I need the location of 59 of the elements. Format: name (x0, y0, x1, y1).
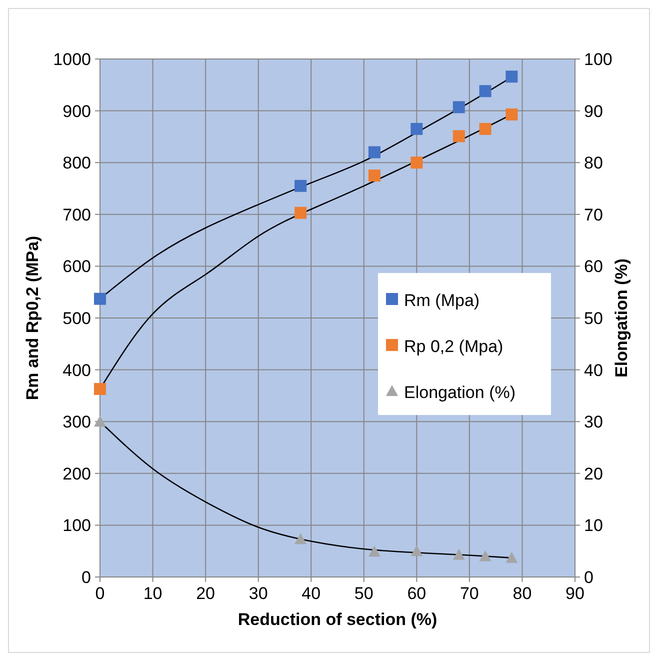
x-tick-label: 0 (95, 584, 105, 603)
y2-tick-label: 40 (584, 360, 603, 380)
y-tick-label: 700 (62, 205, 91, 224)
point (410, 545, 423, 556)
point (479, 550, 492, 562)
point (368, 170, 380, 182)
x-tick-label: 10 (143, 584, 162, 603)
point (94, 382, 106, 395)
point (294, 533, 307, 544)
x-axis-title: Reduction of section (%) (238, 610, 438, 629)
point (479, 122, 492, 135)
y2-tick-label: 100 (584, 50, 612, 69)
y2-tick-label: 30 (584, 412, 603, 432)
point (506, 70, 518, 83)
x-tick-label: 20 (196, 584, 216, 603)
legend-label: Rm (Mpa) (404, 291, 480, 310)
point (506, 552, 518, 563)
x-tick-label: 90 (566, 584, 584, 603)
point (294, 180, 307, 192)
y-tick-label: 200 (62, 464, 91, 484)
point (452, 130, 465, 142)
y-tick-label: 300 (62, 412, 91, 432)
point (410, 122, 423, 135)
x-tick-label: 80 (512, 584, 532, 603)
x-tick-label: 60 (407, 584, 426, 603)
y2-tick-label: 50 (584, 309, 603, 328)
y-tick-label: 100 (62, 516, 91, 536)
legend-label: Rp 0,2 (Mpa) (404, 337, 504, 356)
point (452, 548, 465, 560)
x-tick-label: 40 (302, 584, 321, 603)
y2-tick-label: 0 (584, 568, 594, 587)
point (506, 108, 518, 120)
point (368, 146, 380, 158)
y-tick-label: 800 (62, 154, 91, 173)
point (410, 156, 423, 169)
y2-tick-label: 80 (584, 154, 603, 173)
point (452, 101, 465, 114)
point (294, 206, 307, 219)
y-tick-label: 500 (62, 309, 91, 328)
x-tick-label: 30 (248, 584, 268, 603)
y2-tick-label: 20 (584, 464, 603, 484)
point (368, 546, 380, 557)
legend-label: Elongation (%) (404, 383, 516, 402)
y-tick-label: 400 (62, 360, 91, 380)
y-axis-title: Rm and Rp0,2 (MPa) (23, 236, 42, 400)
y2-axis-title: Elongation (%) (612, 258, 631, 378)
y-tick-label: 1000 (53, 50, 91, 69)
y-tick-label: 0 (82, 568, 91, 587)
y2-tick-label: 90 (584, 102, 603, 121)
y-tick-label: 600 (62, 257, 91, 276)
x-tick-label: 50 (354, 584, 374, 603)
point (94, 292, 106, 305)
y2-tick-label: 10 (584, 516, 603, 536)
y-tick-label: 900 (62, 102, 91, 121)
point (479, 85, 492, 98)
y2-tick-label: 60 (584, 257, 603, 276)
point (94, 416, 106, 427)
y2-tick-label: 70 (584, 205, 603, 224)
x-tick-label: 70 (460, 584, 479, 603)
